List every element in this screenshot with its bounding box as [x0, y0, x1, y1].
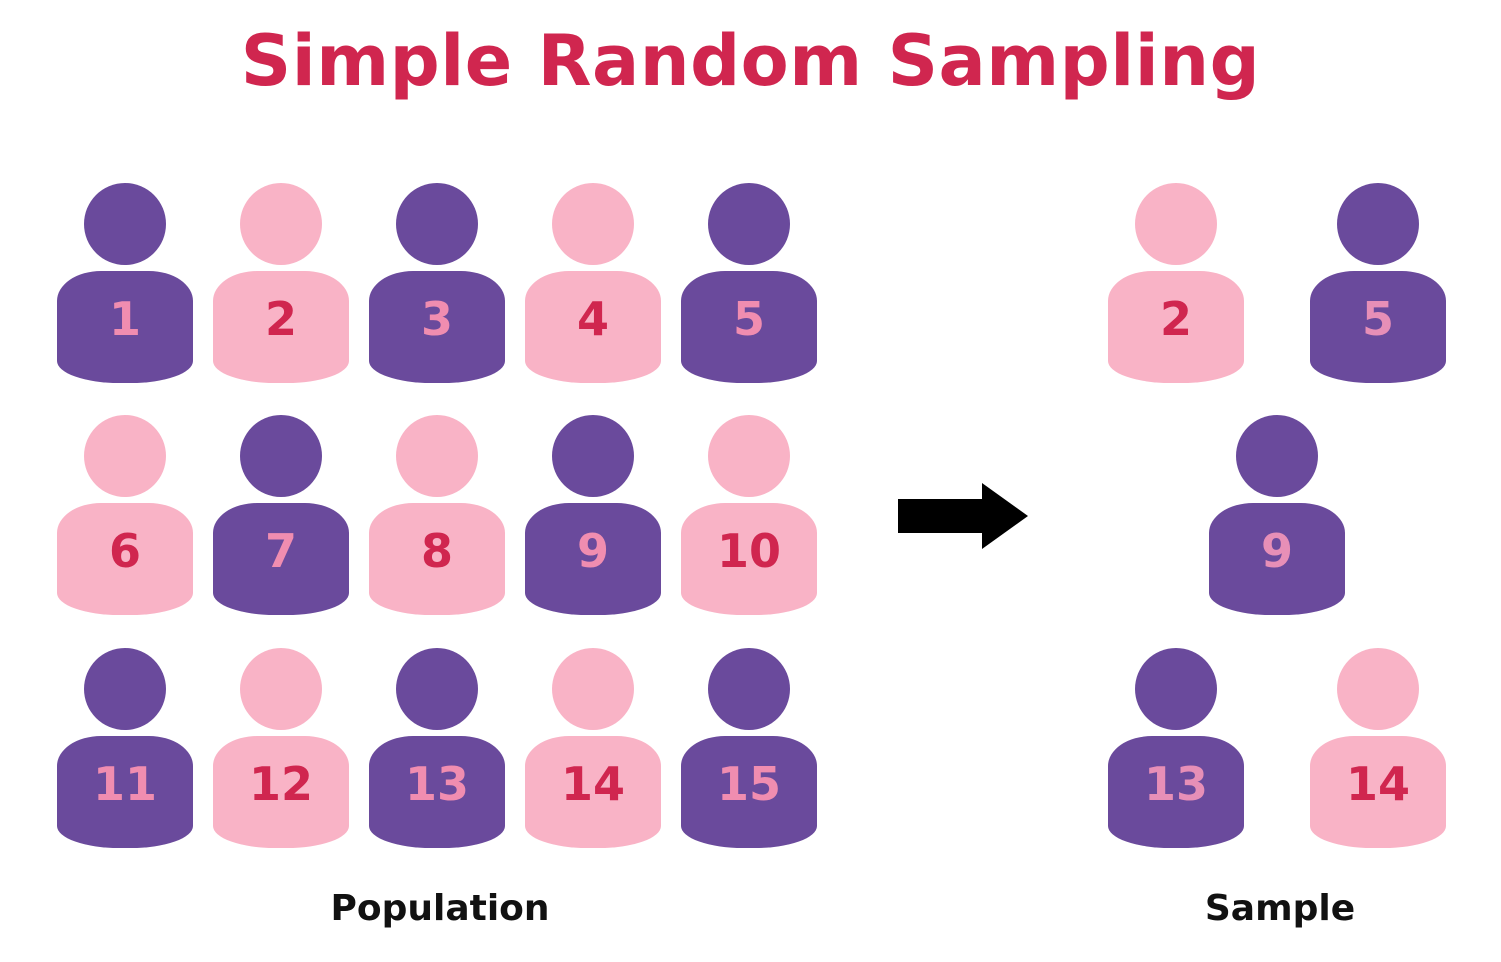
- person-head: [396, 183, 478, 265]
- person-icon: 13: [1108, 648, 1244, 848]
- person-head: [552, 415, 634, 497]
- person-head: [708, 183, 790, 265]
- person-icon: 1: [57, 183, 193, 383]
- person-icon: 3: [369, 183, 505, 383]
- person-body: [525, 736, 661, 848]
- right-arrow-icon: [898, 483, 1028, 549]
- person-head: [240, 415, 322, 497]
- person-icon: 2: [213, 183, 349, 383]
- person-body: [681, 271, 817, 383]
- person-head: [708, 648, 790, 730]
- person-number: 3: [420, 292, 453, 346]
- person-icon: 11: [57, 648, 193, 848]
- person-head: [396, 648, 478, 730]
- person-head: [84, 648, 166, 730]
- person-number: 1: [108, 292, 141, 346]
- person-head: [1135, 648, 1217, 730]
- population-caption: Population: [330, 888, 550, 929]
- person-body: [681, 736, 817, 848]
- person-body: [1209, 503, 1345, 615]
- person-head: [552, 648, 634, 730]
- person-body: [213, 503, 349, 615]
- person-number: 6: [108, 524, 141, 578]
- person-icon: 12: [213, 648, 349, 848]
- person-icon: 6: [57, 415, 193, 615]
- person-body: [369, 271, 505, 383]
- person-icon: 7: [213, 415, 349, 615]
- person-body: [681, 503, 817, 615]
- person-body: [1310, 736, 1446, 848]
- person-head: [240, 648, 322, 730]
- person-head: [708, 415, 790, 497]
- person-icon: 9: [1209, 415, 1345, 615]
- person-icon: 15: [681, 648, 817, 848]
- person-number: 15: [716, 757, 781, 811]
- sample-caption: Sample: [1204, 888, 1356, 929]
- person-icon: 14: [1310, 648, 1446, 848]
- person-number: 14: [1345, 757, 1410, 811]
- person-body: [213, 736, 349, 848]
- person-head: [396, 415, 478, 497]
- person-number: 9: [1260, 524, 1293, 578]
- person-body: [1310, 271, 1446, 383]
- person-icon: 5: [681, 183, 817, 383]
- person-body: [369, 736, 505, 848]
- person-number: 10: [716, 524, 781, 578]
- person-number: 11: [92, 757, 157, 811]
- person-number: 13: [404, 757, 469, 811]
- person-body: [213, 271, 349, 383]
- person-head: [1236, 415, 1318, 497]
- person-body: [1108, 736, 1244, 848]
- person-body: [369, 503, 505, 615]
- person-head: [1337, 183, 1419, 265]
- person-head: [84, 415, 166, 497]
- person-icon: 5: [1310, 183, 1446, 383]
- person-number: 14: [560, 757, 625, 811]
- person-body: [57, 271, 193, 383]
- person-body: [525, 271, 661, 383]
- person-number: 7: [264, 524, 297, 578]
- person-number: 9: [576, 524, 609, 578]
- person-number: 8: [420, 524, 453, 578]
- person-head: [1337, 648, 1419, 730]
- person-body: [1108, 271, 1244, 383]
- person-icon: 10: [681, 415, 817, 615]
- person-body: [525, 503, 661, 615]
- person-icon: 9: [525, 415, 661, 615]
- person-icon: 2: [1108, 183, 1244, 383]
- person-number: 13: [1143, 757, 1208, 811]
- person-number: 2: [1159, 292, 1192, 346]
- person-body: [57, 503, 193, 615]
- person-number: 5: [732, 292, 765, 346]
- person-number: 12: [248, 757, 313, 811]
- person-icon: 14: [525, 648, 661, 848]
- person-head: [1135, 183, 1217, 265]
- person-body: [57, 736, 193, 848]
- person-head: [240, 183, 322, 265]
- person-number: 5: [1361, 292, 1394, 346]
- person-head: [84, 183, 166, 265]
- diagram-title: Simple Random Sampling: [240, 20, 1261, 102]
- person-icon: 4: [525, 183, 661, 383]
- person-icon: 13: [369, 648, 505, 848]
- person-icon: 8: [369, 415, 505, 615]
- person-number: 2: [264, 292, 297, 346]
- person-head: [552, 183, 634, 265]
- person-number: 4: [576, 292, 609, 346]
